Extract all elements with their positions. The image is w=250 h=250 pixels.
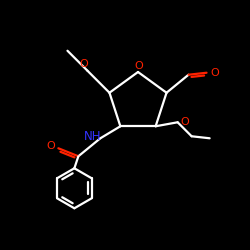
Text: O: O (134, 61, 143, 71)
Text: NH: NH (84, 130, 101, 143)
Text: O: O (46, 141, 55, 151)
Text: O: O (210, 68, 219, 78)
Text: O: O (79, 59, 88, 69)
Text: O: O (180, 117, 189, 127)
